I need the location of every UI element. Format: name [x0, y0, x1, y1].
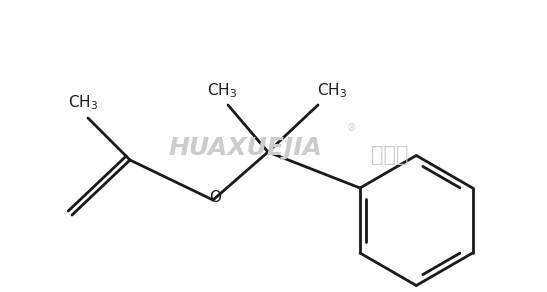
- Text: O: O: [209, 190, 221, 204]
- Text: ®: ®: [347, 123, 357, 133]
- Text: CH$_3$: CH$_3$: [207, 82, 237, 100]
- Text: CH$_3$: CH$_3$: [317, 82, 347, 100]
- Text: CH$_3$: CH$_3$: [68, 94, 98, 112]
- Text: 化学加: 化学加: [371, 145, 409, 165]
- Text: HUAXUEJIA: HUAXUEJIA: [168, 136, 322, 160]
